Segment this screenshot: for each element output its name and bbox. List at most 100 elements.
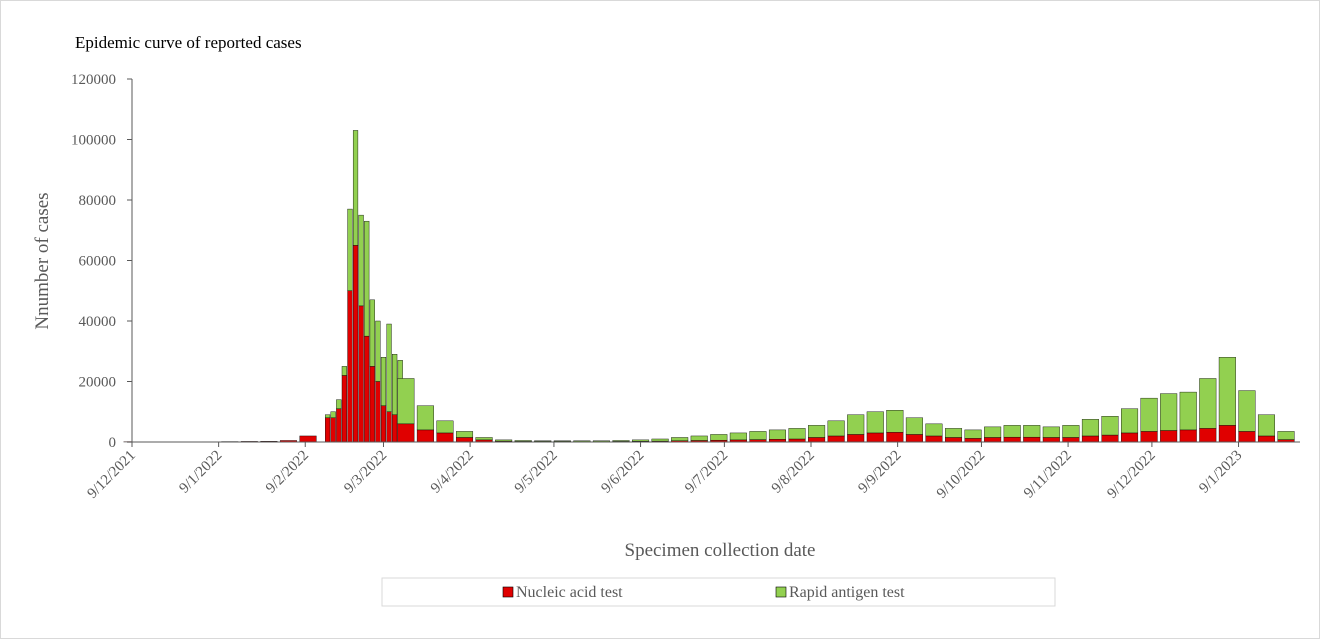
bar xyxy=(866,432,884,443)
bar xyxy=(1160,430,1178,443)
bar xyxy=(768,429,786,440)
bar xyxy=(1121,432,1139,443)
bar xyxy=(347,290,353,443)
bar xyxy=(886,432,904,443)
bar xyxy=(358,214,364,307)
bar xyxy=(749,431,767,440)
legend-box xyxy=(381,577,1056,607)
bar xyxy=(1101,434,1119,443)
bar xyxy=(1023,425,1041,438)
bar xyxy=(1179,391,1197,431)
bar xyxy=(456,437,474,443)
bar xyxy=(330,411,336,419)
bar xyxy=(364,335,370,443)
bar xyxy=(1081,435,1099,443)
bar xyxy=(690,435,708,441)
x-axis-title: Specimen collection date xyxy=(625,540,816,561)
bar xyxy=(1160,393,1178,431)
bar xyxy=(375,381,381,443)
y-tick-label: 20000 xyxy=(79,375,117,391)
bar xyxy=(1257,414,1275,437)
bar xyxy=(375,320,381,382)
bar xyxy=(1003,436,1021,443)
bar xyxy=(1277,431,1295,440)
bar xyxy=(866,411,884,434)
bar xyxy=(1081,419,1099,437)
bar xyxy=(1042,426,1060,438)
bar xyxy=(341,375,347,443)
bar xyxy=(847,434,865,443)
bar xyxy=(392,354,398,415)
bar xyxy=(1062,437,1080,443)
bar xyxy=(386,323,392,412)
bar xyxy=(651,438,669,442)
bar xyxy=(299,435,317,443)
bar xyxy=(1042,437,1060,443)
chart-title: Epidemic curve of reported cases xyxy=(75,33,302,52)
bar xyxy=(827,420,845,437)
bar xyxy=(495,439,513,442)
bar xyxy=(358,305,364,443)
bar xyxy=(369,366,375,443)
bar xyxy=(1218,425,1236,443)
legend-label: Nucleic acid test xyxy=(516,584,623,601)
bar xyxy=(364,220,370,337)
bar xyxy=(964,429,982,439)
bar xyxy=(1257,435,1275,443)
legend-label: Rapid antigen test xyxy=(789,584,905,601)
bar xyxy=(336,399,342,409)
bar xyxy=(392,414,398,443)
bar xyxy=(886,410,904,433)
bar xyxy=(944,437,963,443)
bar xyxy=(369,299,375,367)
bar xyxy=(925,435,943,443)
bar xyxy=(1199,378,1217,429)
bar xyxy=(944,428,963,438)
bar xyxy=(632,439,650,442)
bar xyxy=(325,414,331,418)
bar xyxy=(847,414,865,435)
bar xyxy=(352,130,359,246)
bar xyxy=(416,405,434,431)
bar xyxy=(592,440,610,442)
bar xyxy=(330,417,336,443)
bar xyxy=(534,440,552,442)
bar xyxy=(1101,416,1119,436)
y-tick-label: 120000 xyxy=(71,72,116,88)
bar xyxy=(416,429,434,443)
bar xyxy=(341,366,347,376)
bar xyxy=(475,437,493,441)
bar xyxy=(456,431,474,438)
bar xyxy=(827,435,845,443)
bar xyxy=(397,378,415,425)
legend-swatch xyxy=(502,586,514,598)
bar xyxy=(1023,436,1041,443)
bar xyxy=(710,434,728,441)
bar xyxy=(1121,408,1139,434)
bar xyxy=(905,417,923,435)
bar xyxy=(925,423,943,437)
y-tick-label: 100000 xyxy=(71,133,116,149)
bar xyxy=(352,245,359,443)
bar xyxy=(325,417,331,443)
bar xyxy=(1179,429,1197,443)
bar xyxy=(1218,357,1236,426)
bar xyxy=(380,405,387,443)
bar xyxy=(1140,431,1158,443)
bar xyxy=(1199,428,1217,443)
bar xyxy=(1238,390,1256,432)
bar xyxy=(347,208,353,291)
bar xyxy=(984,437,1002,443)
bar xyxy=(514,440,532,442)
y-tick-label: 0 xyxy=(109,435,117,451)
bar xyxy=(729,432,747,441)
bar xyxy=(553,440,571,442)
bar xyxy=(984,426,1002,438)
bar xyxy=(386,411,392,443)
y-tick-label: 60000 xyxy=(79,254,117,270)
bar xyxy=(380,357,387,406)
bar xyxy=(905,434,923,443)
